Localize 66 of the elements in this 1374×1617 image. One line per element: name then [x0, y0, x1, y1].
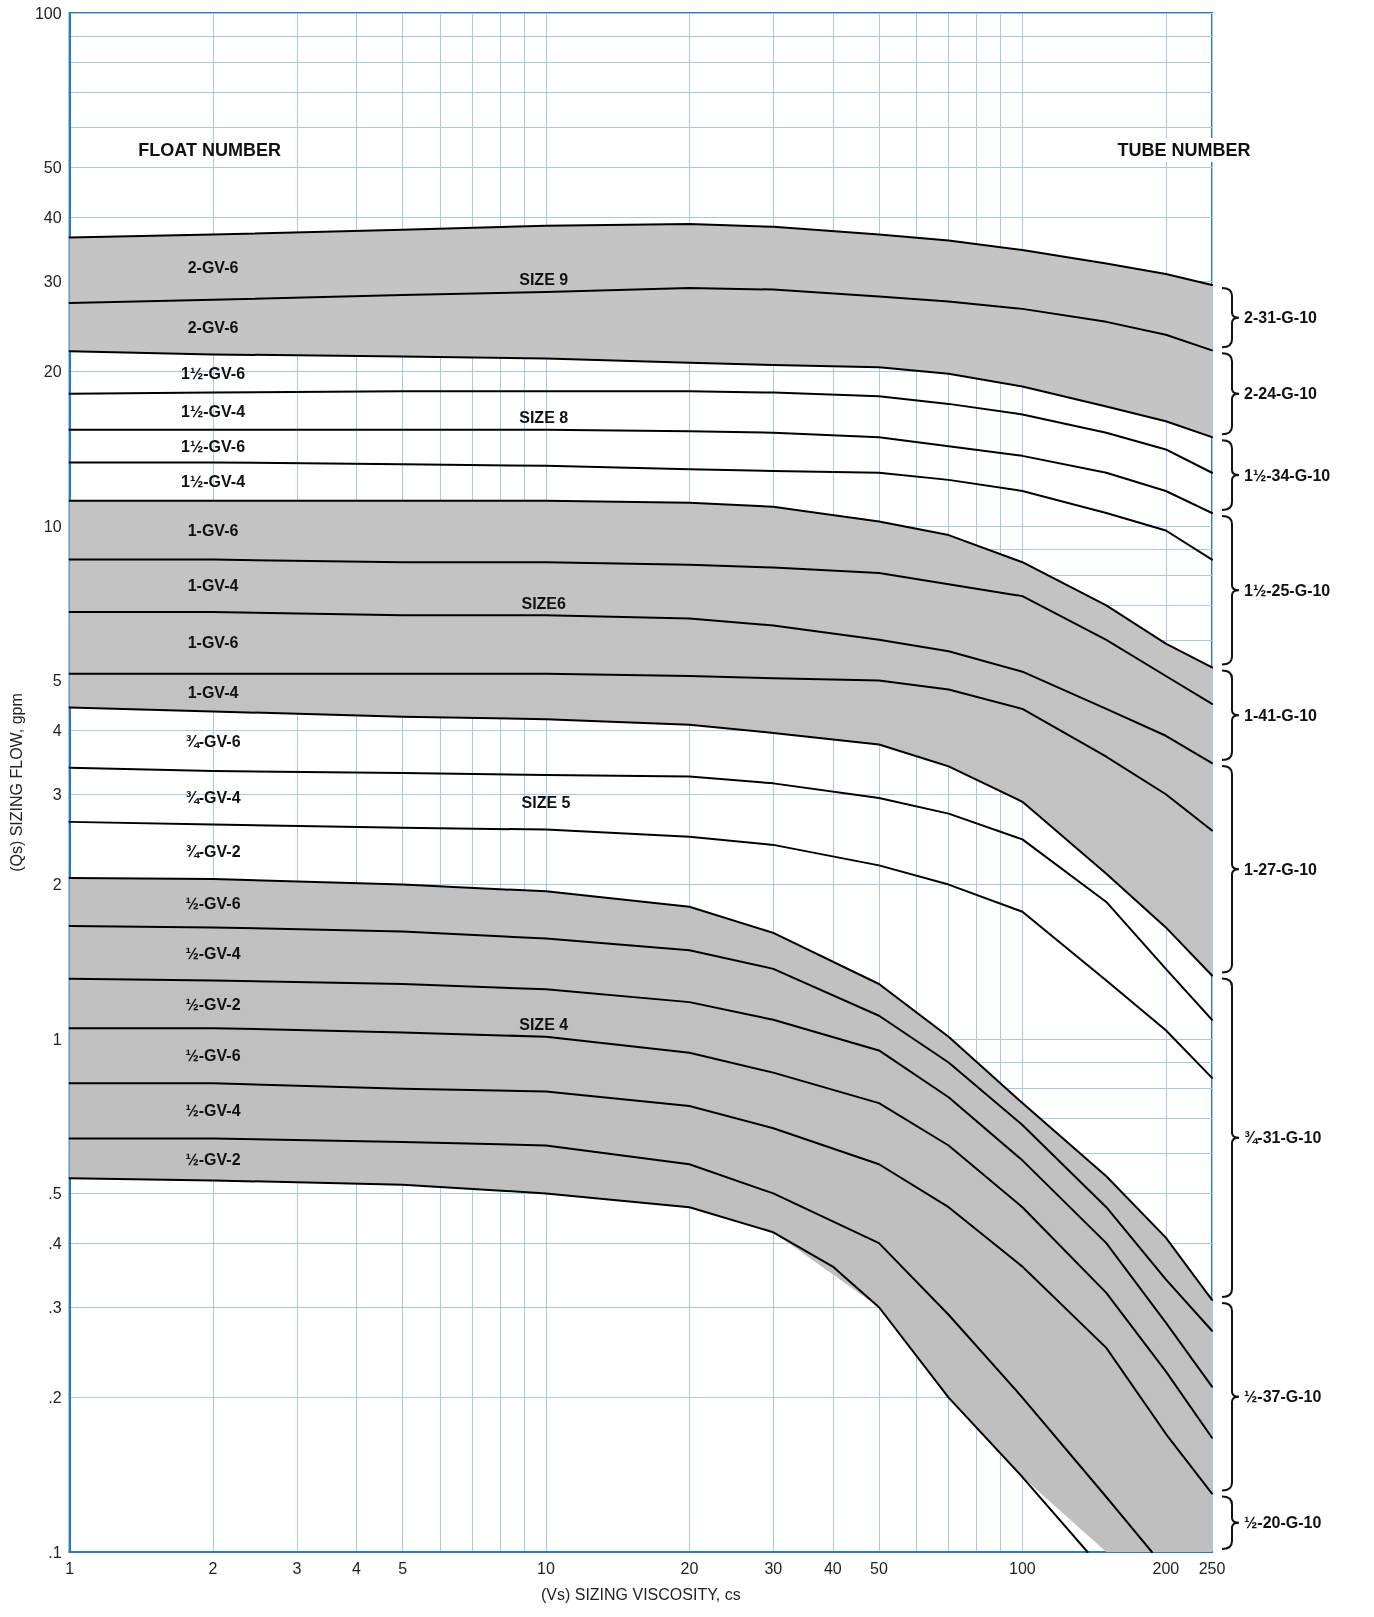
y-tick-label: 40 [43, 208, 62, 226]
annotation: 1-GV-4 [187, 577, 239, 595]
y-tick-label: 100 [34, 4, 62, 22]
y-tick-label: .2 [48, 1389, 62, 1407]
y-tick-label: .4 [48, 1234, 62, 1252]
x-tick-label: 100 [1009, 1559, 1036, 1577]
annotation: TUBE NUMBER [1117, 140, 1251, 160]
y-tick-label: .1 [48, 1543, 62, 1561]
annotation: ½-GV-2 [185, 1150, 241, 1168]
text: ¾-31-G-10 [1244, 1129, 1322, 1147]
x-tick-label: 50 [870, 1559, 888, 1577]
y-tick-label: 20 [43, 363, 62, 381]
x-axis-title: (Vs) SIZING VISCOSITY, cs [540, 1585, 741, 1603]
annotation: ¾-GV-4 [185, 789, 241, 807]
annotation: 1½-GV-6 [180, 437, 246, 455]
annotation: ½-GV-2 [185, 995, 241, 1013]
x-tick-label: 5 [398, 1559, 408, 1577]
y-axis-title: (Qs) SIZING FLOW, gpm [7, 693, 25, 872]
y-tick-label: 3 [52, 785, 62, 803]
x-tick-label: 3 [292, 1559, 302, 1577]
x-tick-label: 4 [351, 1559, 361, 1577]
annotation: ½-GV-6 [185, 894, 241, 912]
annotation: 2-GV-6 [187, 318, 239, 336]
x-tick-label: 1 [65, 1559, 75, 1577]
x-tick-label: 2 [208, 1559, 218, 1577]
series-label: SIZE 8 [519, 409, 569, 427]
annotation: 1-GV-6 [187, 634, 239, 652]
series-label: SIZE 9 [519, 271, 569, 289]
annotation: ¾-GV-2 [185, 843, 241, 861]
x-tick-label: 200 [1152, 1559, 1180, 1577]
text: 1-41-G-10 [1244, 706, 1318, 724]
text: ½-37-G-10 [1244, 1388, 1322, 1406]
y-tick-label: 50 [43, 158, 62, 176]
y-tick-label: .3 [48, 1298, 62, 1316]
y-tick-label: 2 [52, 876, 62, 894]
x-tick-label: 20 [680, 1559, 699, 1577]
annotation: 2-GV-6 [187, 258, 239, 276]
y-tick-label: 4 [52, 721, 62, 739]
text: 2-24-G-10 [1244, 385, 1318, 403]
annotation: 1½-GV-6 [180, 365, 246, 382]
text: 1-27-G-10 [1244, 860, 1318, 878]
annotation: ½-GV-4 [185, 945, 241, 963]
y-tick-label: .5 [48, 1184, 62, 1202]
y-tick-label: 30 [43, 272, 62, 290]
annotation: 1-GV-4 [187, 684, 239, 702]
x-tick-label: 30 [764, 1559, 783, 1577]
text: 1½-34-G-10 [1244, 466, 1331, 484]
x-tick-label: 10 [537, 1559, 556, 1577]
text: 2-31-G-10 [1244, 309, 1318, 327]
annotation: ½-GV-6 [185, 1047, 241, 1065]
y-tick-label: 10 [43, 517, 62, 535]
annotation: ½-GV-4 [185, 1102, 241, 1120]
annotation: 1½-GV-4 [180, 402, 246, 420]
text: 1½-25-G-10 [1244, 581, 1331, 599]
x-tick-label: 250 [1198, 1559, 1226, 1577]
y-tick-label: 5 [52, 671, 62, 689]
x-tick-label: 40 [823, 1559, 842, 1577]
series-label: SIZE 4 [519, 1016, 569, 1034]
annotation: ¾-GV-6 [185, 732, 241, 750]
annotation: FLOAT NUMBER [138, 140, 281, 160]
annotation: SIZE 5 [521, 793, 571, 811]
y-tick-label: 1 [52, 1030, 62, 1048]
series-label: SIZE6 [521, 594, 567, 612]
annotation: 1½-GV-4 [180, 473, 246, 491]
annotation: 1-GV-6 [187, 521, 239, 539]
text: ½-20-G-10 [1244, 1514, 1322, 1532]
